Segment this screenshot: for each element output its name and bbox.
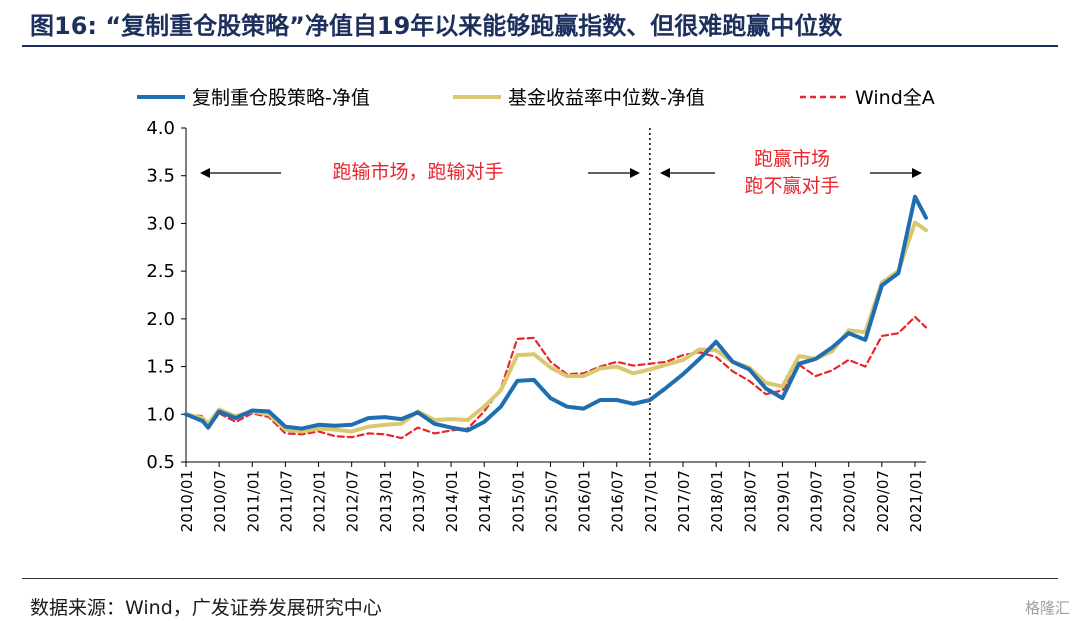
x-tick-label: 2018/01 <box>708 470 726 532</box>
line-chart: 复制重仓股策略-净值 基金收益率中位数-净值 Wind全A 0.5 1.0 1.5 2… <box>137 87 935 532</box>
watermark: 格隆汇 <box>1024 599 1070 617</box>
annotation-right-line1: 跑赢市场 <box>754 148 830 170</box>
x-tick-label: 2014/07 <box>476 470 494 532</box>
legend-label-wind: Wind全A <box>855 87 935 109</box>
chart-title: 图16: “复制重仓股策略”净值自19年以来能够跑赢指数、但很难跑赢中位数 <box>30 12 843 40</box>
y-tick-label: 2.0 <box>146 309 175 330</box>
x-tick-label: 2011/07 <box>277 470 295 532</box>
x-tick-label: 2017/07 <box>675 470 693 532</box>
y-tick-label: 3.0 <box>146 213 175 234</box>
x-tick-label: 2019/01 <box>774 470 792 532</box>
source-rule <box>22 578 1058 579</box>
legend-label-strategy: 复制重仓股策略-净值 <box>192 87 370 109</box>
arrowhead-left-out <box>200 168 210 178</box>
y-tick-label: 1.0 <box>146 404 175 425</box>
y-tick-label: 1.5 <box>146 357 175 378</box>
title-rule <box>22 45 1058 47</box>
x-tick-label: 2013/01 <box>377 470 395 532</box>
y-tick-label: 0.5 <box>146 452 175 473</box>
y-tick-label: 3.5 <box>146 166 175 187</box>
legend: 复制重仓股策略-净值 基金收益率中位数-净值 Wind全A <box>137 87 935 109</box>
x-tick-label: 2021/01 <box>907 470 925 532</box>
x-tick-label: 2020/01 <box>841 470 859 532</box>
x-tick-label: 2010/01 <box>178 470 196 532</box>
x-tick-label: 2016/07 <box>609 470 627 532</box>
y-tick-label: 2.5 <box>146 261 175 282</box>
annotation-right-line2: 跑不赢对手 <box>744 175 839 197</box>
x-tick-label: 2015/01 <box>509 470 527 532</box>
x-tick-label: 2013/07 <box>410 470 428 532</box>
series-line-strategy <box>184 194 928 433</box>
x-tick-label: 2010/07 <box>211 470 229 532</box>
x-tick-label: 2015/07 <box>542 470 560 532</box>
y-tick-label: 4.0 <box>146 118 175 139</box>
plot-area <box>184 128 928 462</box>
series-line-wind <box>184 315 928 440</box>
x-tick-label: 2011/01 <box>244 470 262 532</box>
x-tick-label: 2020/07 <box>874 470 892 532</box>
x-tick-label: 2016/01 <box>576 470 594 532</box>
annotation-left: 跑输市场，跑输对手 <box>332 161 503 183</box>
arrowhead-right-out <box>660 168 670 178</box>
series-line-median <box>184 220 928 434</box>
axes: 0.5 1.0 1.5 2.0 2.5 3.0 3.5 4.0 2010/01 2010/07 20… <box>146 118 926 532</box>
source-note: 数据来源：Wind，广发证券发展研究中心 <box>30 597 382 619</box>
x-tick-label: 2014/01 <box>443 470 461 532</box>
arrowhead-right-in <box>912 168 922 178</box>
arrowhead-left-in <box>630 168 640 178</box>
x-tick-label: 2012/01 <box>311 470 329 532</box>
x-tick-label: 2012/07 <box>344 470 362 532</box>
x-tick-label: 2018/07 <box>741 470 759 532</box>
legend-label-median: 基金收益率中位数-净值 <box>508 87 705 109</box>
x-tick-label: 2019/07 <box>808 470 826 532</box>
annotations: 跑输市场，跑输对手 跑赢市场 跑不赢对手 <box>200 148 922 197</box>
x-tick-label: 2017/01 <box>642 470 660 532</box>
